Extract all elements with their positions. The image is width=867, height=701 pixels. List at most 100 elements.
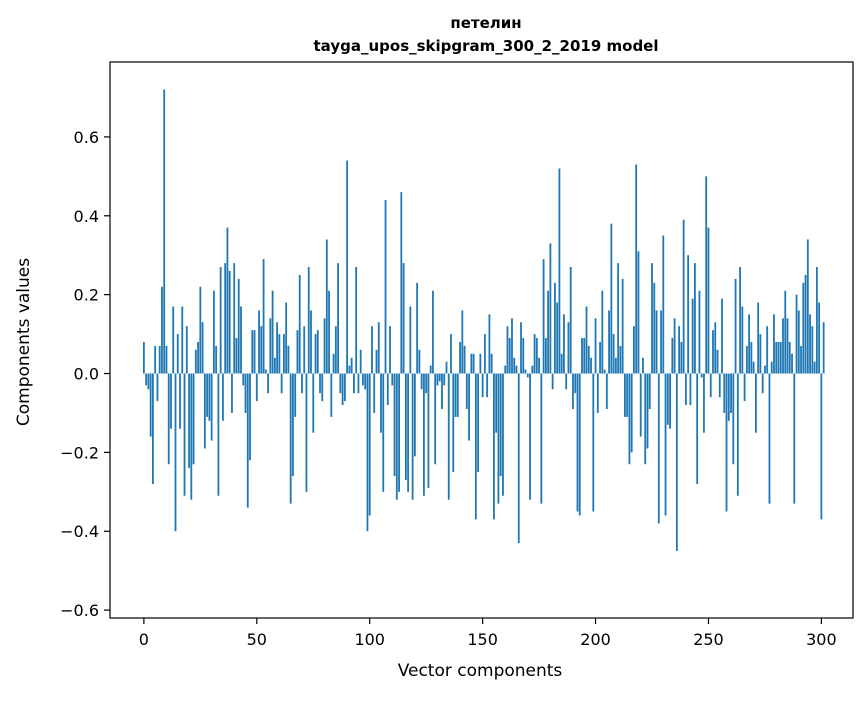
x-axis-ticks: 0 50 100 150 200 250 300 (139, 618, 837, 649)
bar (201, 322, 204, 374)
bar (820, 373, 823, 520)
bar (176, 334, 179, 374)
bar (249, 373, 251, 461)
bar (179, 373, 181, 429)
bar (703, 373, 705, 433)
bar (289, 373, 292, 504)
bar (298, 274, 301, 374)
bar (206, 373, 209, 417)
bar (276, 322, 279, 374)
bar (730, 373, 732, 413)
bar (165, 345, 168, 374)
x-axis-label: Vector components (398, 661, 563, 681)
bar (282, 334, 285, 374)
bar (782, 318, 784, 374)
bar (468, 373, 470, 441)
bar (515, 365, 518, 374)
bar (441, 373, 443, 410)
bar (626, 373, 629, 417)
bar (420, 373, 423, 390)
bar (456, 373, 459, 417)
bar (574, 373, 577, 394)
bar (716, 349, 719, 374)
bar (741, 306, 744, 374)
bar (208, 373, 211, 421)
bar (657, 373, 660, 524)
bar (605, 373, 608, 410)
bar (648, 373, 651, 410)
bar (371, 326, 373, 374)
bar (743, 373, 746, 402)
bar (339, 373, 342, 394)
bar (707, 227, 710, 374)
y-tick-label: −0.6 (60, 601, 99, 620)
bar (228, 270, 231, 374)
bar (262, 259, 265, 374)
bar (757, 302, 760, 374)
bar (522, 338, 525, 374)
bar (348, 365, 351, 374)
x-tick-label: 300 (806, 630, 837, 649)
bar (310, 310, 312, 374)
bar (174, 373, 177, 532)
bar (590, 357, 592, 374)
bar (393, 373, 396, 477)
bar (301, 373, 303, 394)
bar (601, 290, 604, 374)
bar (359, 349, 362, 374)
bar (242, 373, 245, 386)
bar (723, 373, 726, 413)
bar (273, 357, 276, 374)
bar (474, 373, 477, 520)
chart-title-line1: петелин (450, 14, 521, 32)
bar (255, 373, 258, 402)
bar (357, 373, 360, 394)
bar (181, 306, 184, 374)
bar (156, 373, 159, 402)
x-tick-label: 250 (693, 630, 724, 649)
bar (267, 373, 269, 394)
bar (432, 290, 434, 374)
bar (594, 318, 597, 374)
bar (321, 373, 324, 402)
bar (684, 373, 687, 406)
bar (526, 373, 529, 378)
bar (520, 322, 522, 374)
bar (777, 341, 780, 374)
bar (560, 353, 563, 374)
chart-title-line2: tayga_upos_skipgram_300_2_2019 model (314, 37, 659, 55)
bar (183, 373, 186, 496)
bar (531, 365, 534, 374)
bar (167, 373, 170, 465)
bar (535, 338, 538, 374)
bar (222, 373, 224, 421)
bar (212, 290, 215, 374)
bar (553, 282, 556, 374)
bar (572, 373, 574, 410)
bar (334, 326, 337, 374)
bar (343, 373, 346, 402)
bar (493, 373, 495, 520)
bar (194, 349, 197, 374)
bar (678, 326, 681, 374)
bar (147, 373, 150, 390)
bar (775, 341, 778, 374)
bar (549, 243, 552, 374)
bar (495, 373, 498, 433)
bar (142, 341, 145, 374)
bar (434, 373, 437, 465)
bar (149, 373, 152, 437)
bar (231, 373, 233, 413)
bar (655, 310, 658, 374)
bar (621, 278, 624, 374)
bar (497, 373, 500, 504)
bar (445, 361, 448, 374)
bar (748, 314, 751, 374)
bar (689, 373, 692, 406)
bar (653, 282, 656, 374)
bar (364, 373, 367, 390)
bar (734, 278, 737, 374)
bar (404, 373, 407, 480)
bar (696, 373, 699, 484)
bar (813, 361, 816, 374)
